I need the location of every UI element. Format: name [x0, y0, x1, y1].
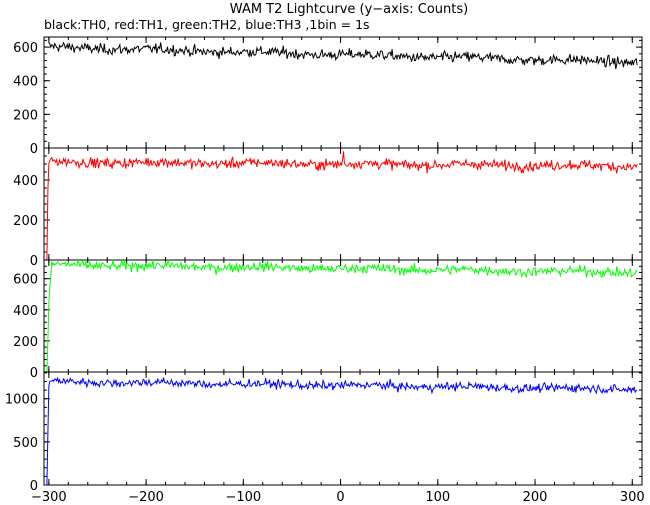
y-tick-label: 400	[13, 174, 38, 189]
x-tick-label: 200	[523, 490, 548, 505]
panel-th2: 0 200 400 600	[13, 258, 643, 381]
y-tick-label: 500	[13, 436, 38, 451]
series-line-th0	[48, 41, 638, 70]
x-tick-label: −100	[225, 490, 261, 505]
panel-frame	[43, 259, 643, 373]
series-line-th1	[46, 151, 638, 261]
y-tick-label: 0	[30, 366, 38, 381]
panel-th0: 0 200 400 600	[13, 36, 643, 157]
chart-subtitle: black:TH0, red:TH1, green:TH2, blue:TH3 …	[44, 17, 370, 32]
y-tick-label: 600	[13, 273, 38, 288]
x-tick-label: 0	[336, 490, 344, 505]
y-tick-label: 200	[13, 335, 38, 350]
y-tick-label: 200	[13, 108, 38, 123]
panel-frame	[43, 371, 643, 486]
y-tick-label: 200	[13, 214, 38, 229]
y-tick-label: 1000	[5, 393, 38, 408]
x-tick-label: −200	[128, 490, 164, 505]
series-line-th2	[46, 258, 638, 373]
y-tick-label: 600	[13, 41, 38, 56]
x-tick-label: −300	[31, 490, 67, 505]
y-tick-label: 0	[30, 479, 38, 494]
series-line-th3	[45, 376, 638, 486]
chart-title: WAM T2 Lightcurve (y−axis: Counts)	[230, 2, 468, 17]
panels-group: 02004006000200400020040060005001000−300−…	[5, 36, 645, 505]
x-tick-label: 300	[620, 490, 645, 505]
y-tick-label: 0	[30, 254, 38, 269]
panel-frame	[43, 36, 643, 149]
panel-th3: 0 500 1000	[5, 371, 643, 494]
panel-th1: 0 200 400	[13, 147, 643, 269]
y-tick-label: 400	[13, 304, 38, 319]
y-tick-label: 0	[30, 142, 38, 157]
y-tick-label: 400	[13, 75, 38, 90]
x-tick-label: 100	[425, 490, 450, 505]
